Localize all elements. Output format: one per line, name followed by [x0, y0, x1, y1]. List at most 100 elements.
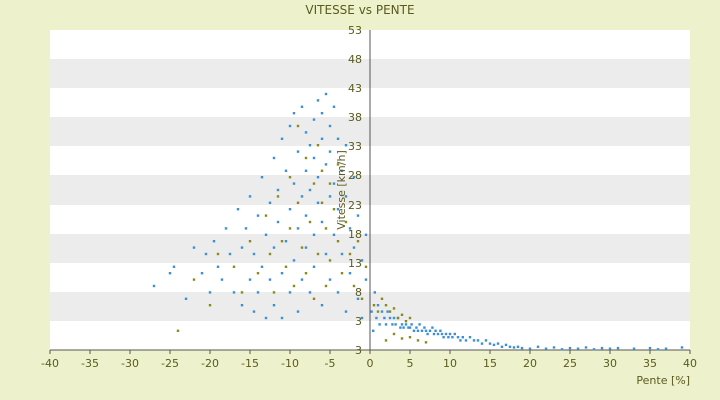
data-point — [364, 265, 368, 268]
data-point — [308, 188, 312, 192]
data-point — [384, 304, 388, 307]
data-point — [336, 137, 340, 140]
data-point — [300, 195, 304, 198]
x-tick-label: -25 — [161, 357, 179, 370]
data-point — [388, 316, 392, 320]
data-point — [456, 336, 460, 339]
data-point — [224, 227, 228, 230]
chart-title: VITESSE vs PENTE — [305, 3, 414, 17]
data-point — [336, 208, 340, 211]
data-point — [268, 252, 272, 256]
data-point — [344, 144, 348, 147]
data-point — [420, 329, 424, 332]
data-point — [426, 332, 429, 336]
data-point — [352, 246, 356, 249]
data-point — [260, 265, 264, 268]
data-point — [192, 278, 196, 281]
data-point — [336, 240, 340, 243]
data-point — [376, 310, 380, 313]
data-point — [608, 347, 612, 350]
data-point — [384, 323, 388, 326]
data-point — [453, 332, 456, 336]
data-point — [220, 278, 224, 281]
data-point — [424, 341, 428, 344]
data-point — [380, 310, 384, 313]
data-point — [280, 316, 284, 320]
y-tick-label: 23 — [348, 199, 362, 212]
data-point — [232, 291, 236, 294]
data-point — [260, 176, 264, 179]
data-point — [292, 182, 296, 185]
data-point — [312, 182, 316, 185]
data-point — [332, 182, 336, 185]
data-point — [432, 332, 436, 336]
data-point — [304, 156, 308, 160]
data-point — [464, 339, 468, 342]
data-point — [308, 144, 312, 147]
data-point — [264, 233, 268, 236]
data-point — [544, 347, 548, 350]
data-point — [268, 278, 272, 281]
data-point — [492, 343, 496, 347]
data-point — [388, 310, 392, 313]
y-tick-label: 28 — [348, 169, 362, 182]
data-point — [384, 339, 388, 342]
data-point — [316, 176, 320, 179]
x-tick-labels: -40 -35 -30 -25 -20 -15 -10 -5 0 5 10 15 20 25 30 35 40 — [41, 350, 697, 370]
data-point — [600, 346, 604, 350]
data-point — [284, 265, 288, 268]
data-point — [428, 329, 432, 332]
data-point — [252, 252, 256, 256]
data-point — [560, 348, 564, 351]
data-point — [386, 310, 389, 313]
data-point — [407, 326, 410, 329]
data-point — [276, 195, 280, 198]
y-tick-label: 48 — [348, 53, 362, 66]
data-point — [200, 272, 204, 275]
data-point — [508, 345, 512, 348]
data-point — [296, 150, 300, 153]
data-point — [656, 348, 660, 351]
x-tick-label: -35 — [81, 357, 99, 370]
data-point — [664, 347, 668, 350]
data-point — [448, 332, 452, 336]
data-point — [364, 233, 368, 236]
data-point — [356, 240, 360, 243]
data-point — [416, 339, 420, 342]
data-point — [248, 278, 252, 281]
data-point — [264, 316, 268, 320]
data-point — [308, 220, 312, 224]
data-point — [447, 336, 450, 339]
data-point — [176, 329, 180, 332]
data-point — [280, 240, 284, 243]
data-point — [375, 316, 378, 320]
data-point — [444, 332, 448, 336]
data-point — [316, 99, 320, 102]
data-point — [184, 297, 188, 300]
data-point — [296, 310, 300, 313]
data-point — [288, 208, 292, 211]
data-point — [232, 265, 236, 268]
x-tick-label: 10 — [443, 357, 457, 370]
data-point — [440, 332, 444, 336]
data-point — [320, 137, 324, 140]
data-point — [304, 131, 308, 134]
data-point — [584, 346, 588, 349]
data-point — [320, 304, 324, 307]
data-point — [324, 163, 328, 166]
data-point — [168, 272, 172, 275]
data-point — [394, 323, 397, 326]
data-point — [404, 323, 408, 326]
data-point — [332, 233, 336, 236]
data-point — [400, 323, 404, 326]
data-point — [324, 284, 328, 288]
data-point — [472, 339, 476, 342]
data-point — [439, 329, 442, 332]
data-point — [402, 326, 405, 329]
data-point — [300, 278, 304, 281]
data-point — [408, 336, 412, 339]
data-point — [344, 220, 348, 224]
data-point — [391, 323, 394, 326]
data-point — [396, 316, 400, 320]
